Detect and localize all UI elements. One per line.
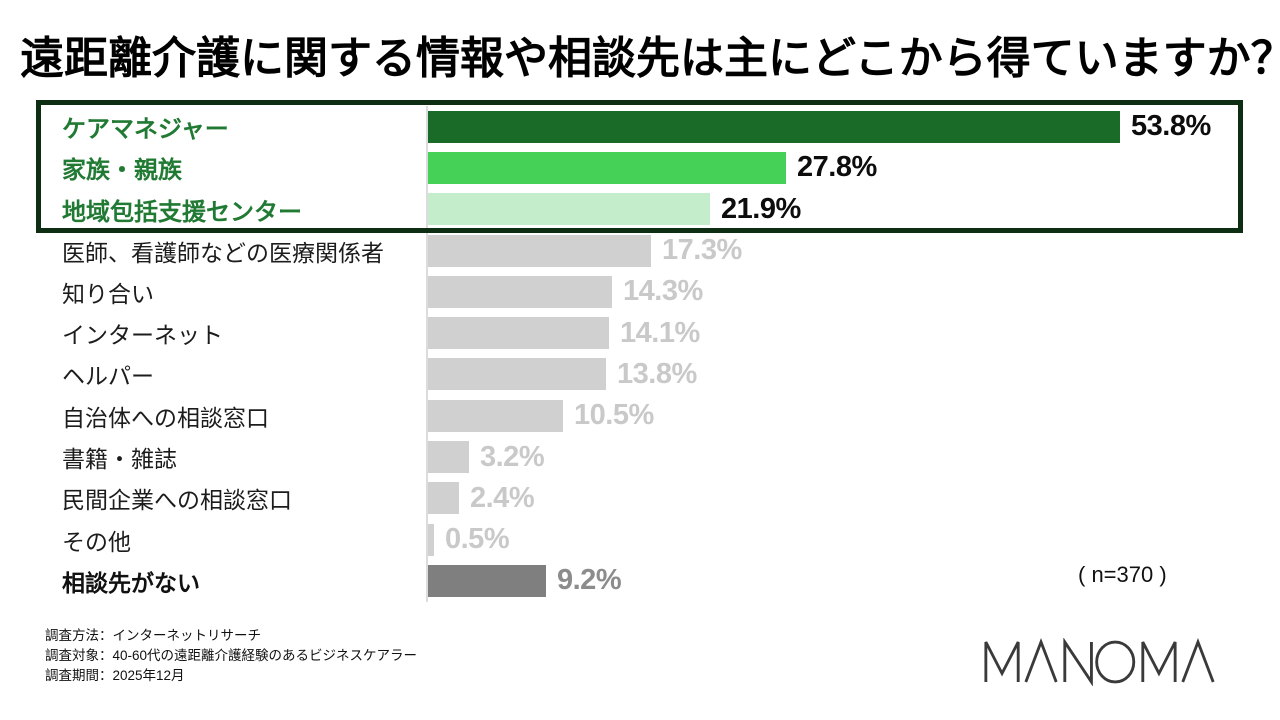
bar-area: 21.9% [426,188,1280,230]
chart-row: インターネット 14.1% [0,312,1280,354]
chart-row: その他 0.5% [0,518,1280,561]
row-label: 相談先がない [62,569,200,596]
bar-value: 14.1% [620,316,700,349]
bar [428,317,609,350]
bar-value: 27.8% [797,151,877,184]
chart-rows: ケアマネジャー 53.8% 家族・親族 27.8% 地域包括支援センター 21.9% 医師、… [0,106,1280,602]
bar [428,441,469,474]
bar [428,193,710,226]
row-label: ケアマネジャー [62,116,229,144]
bar [428,275,612,308]
bar [428,151,786,184]
bar [428,564,546,597]
bar-area: 17.3% [426,229,1280,272]
bar-area: 53.8% [426,106,1280,148]
bar-area: 0.5% [426,518,1280,561]
manoma-logo [983,638,1217,686]
row-label: 民間企業への相談窓口 [62,487,292,514]
chart-row: 地域包括支援センター 21.9% [0,188,1280,230]
bar-area: 2.4% [426,477,1280,519]
bar-area: 10.5% [426,395,1280,437]
chart-row: 知り合い 14.3% [0,271,1280,313]
bar-area: 9.2% [426,560,1280,602]
survey-period-note: 調査期間：2025年12月 [45,668,185,683]
bar [428,399,563,432]
bar-area: 14.1% [426,312,1280,354]
bar-area: 27.8% [426,147,1280,189]
row-label: その他 [62,528,131,555]
row-label: 地域包括支援センター [62,198,302,226]
bar-value: 2.4% [470,481,535,514]
sample-size-note: ( n=370 ) [1078,562,1167,587]
chart-row: 民間企業への相談窓口 2.4% [0,477,1280,519]
row-label: 医師、看護師などの医療関係者 [62,239,384,266]
chart-row: 家族・親族 27.8% [0,147,1280,189]
bar-value: 10.5% [574,399,654,432]
bar-chart: ケアマネジャー 53.8% 家族・親族 27.8% 地域包括支援センター 21.9% 医師、… [0,100,1280,602]
bar-area: 13.8% [426,353,1280,396]
row-label: ヘルパー [62,363,154,390]
chart-row: 医師、看護師などの医療関係者 17.3% [0,229,1280,272]
row-label: インターネット [62,322,223,349]
row-label: 知り合い [62,280,154,307]
bar-value: 53.8% [1131,110,1211,143]
bar-area: 14.3% [426,271,1280,313]
bar-value: 21.9% [721,192,801,225]
bar-value: 9.2% [557,564,622,597]
bar [428,482,459,515]
bar [428,110,1120,143]
manoma-logo-svg [984,638,1215,686]
bar-value: 0.5% [445,523,510,556]
bar-value: 14.3% [623,275,703,308]
row-label: 家族・親族 [62,157,182,185]
bar-value: 3.2% [480,440,545,473]
chart-row: ヘルパー 13.8% [0,353,1280,396]
survey-target-note: 調査対象：40-60代の遠距離介護経験のあるビジネスケアラー [45,648,418,663]
row-label: 自治体への相談窓口 [62,404,269,431]
survey-notes: 調査方法：インターネットリサーチ 調査対象：40-60代の遠距離介護経験のあるビ… [45,626,417,686]
chart-title: 遠距離介護に関する情報や相談先は主にどこから得ていますか？ [20,34,1280,83]
survey-method-note: 調査方法：インターネットリサーチ [45,628,261,643]
chart-row: ケアマネジャー 53.8% [0,106,1280,148]
bar [428,523,434,556]
row-label: 書籍・雑誌 [62,446,177,473]
bar [428,358,606,391]
bar-value: 13.8% [617,357,697,390]
bar-area: 3.2% [426,436,1280,478]
chart-row: 自治体への相談窓口 10.5% [0,395,1280,437]
chart-row: 書籍・雑誌 3.2% [0,436,1280,478]
chart-row: 相談先がない 9.2% [0,560,1280,602]
bar [428,234,651,267]
bar-value: 17.3% [662,234,742,267]
